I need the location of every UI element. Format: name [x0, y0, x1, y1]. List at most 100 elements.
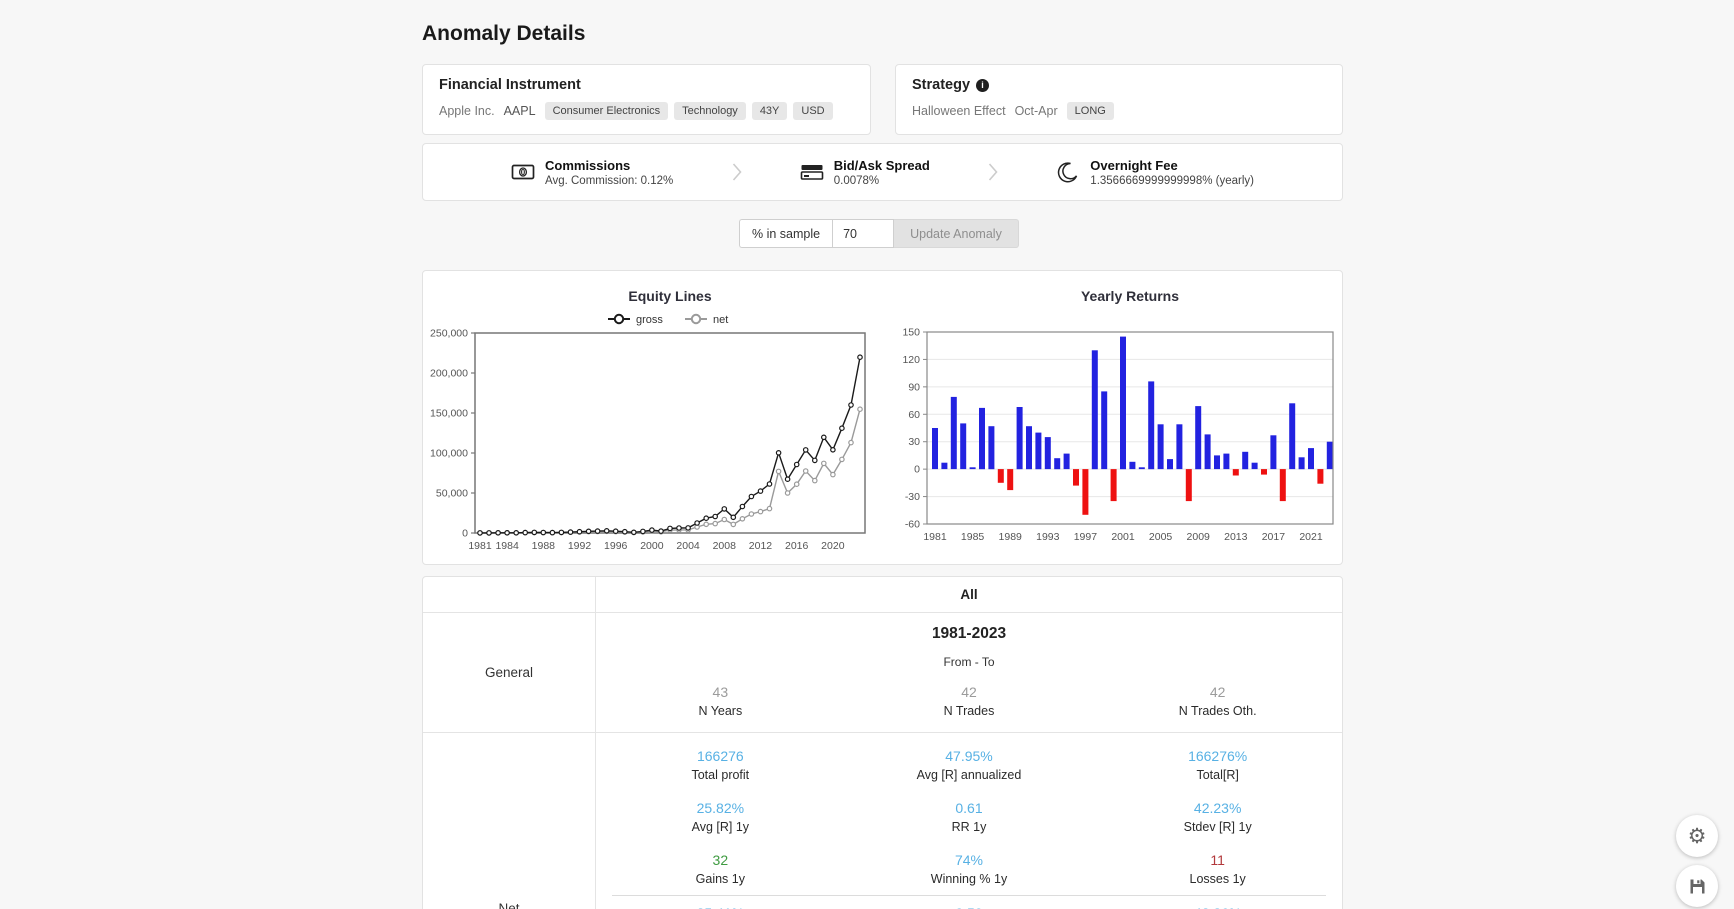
- stat-cell: 42.86%Stdev [R] 1y: [1093, 904, 1342, 909]
- svg-text:150,000: 150,000: [430, 408, 468, 420]
- info-icon[interactable]: i: [976, 78, 990, 92]
- period-range-label: From - To: [943, 655, 995, 669]
- svg-text:200,000: 200,000: [430, 368, 468, 380]
- cost-subtitle: Avg. Commission: 0.12%: [545, 174, 674, 187]
- svg-text:2013: 2013: [1224, 531, 1248, 543]
- svg-text:2017: 2017: [1262, 531, 1286, 543]
- series-net: [477, 406, 863, 536]
- save-icon: [1690, 879, 1704, 893]
- instrument-tag: Consumer Electronics: [544, 102, 669, 120]
- svg-text:-30: -30: [905, 491, 920, 503]
- svg-text:2021: 2021: [1299, 531, 1323, 543]
- stat-cell: 11 Losses 1y: [1189, 852, 1246, 886]
- x-axis: 1981 1985 1989 1993 1997 2001 2005 2009 2013 2017…: [923, 531, 1323, 543]
- strategy-direction-tag: LONG: [1066, 102, 1114, 120]
- cost-item-bid-ask-spread[interactable]: Bid/Ask Spread 0.0078%: [800, 158, 930, 187]
- svg-text:1996: 1996: [604, 540, 628, 552]
- charts-card: Equity Lines gross net 0 50,000 100,000 150,00…: [422, 270, 1343, 565]
- net-section-label: Net: [423, 733, 596, 909]
- chart-title: Equity Lines: [628, 288, 711, 304]
- svg-text:60: 60: [908, 409, 920, 421]
- instrument-tag: USD: [793, 102, 833, 120]
- financial-instrument-card: Financial Instrument Apple Inc. AAPL Con…: [422, 64, 871, 135]
- instrument-tags: Consumer Electronics Technology 43Y USD: [544, 102, 833, 120]
- stat-cell: 32 Gains 1y: [695, 852, 745, 886]
- strategy-card: Strategy i Halloween Effect Oct-Apr LONG: [895, 64, 1343, 135]
- bars-group: [932, 336, 1333, 515]
- yearly-returns-chart: Yearly Returns 150 120 90 60 30 0 -30 -60 1981 198…: [873, 279, 1343, 574]
- settings-fab[interactable]: ⚙: [1676, 815, 1718, 857]
- svg-text:-60: -60: [905, 519, 920, 531]
- svg-text:2000: 2000: [640, 540, 664, 552]
- svg-text:1981: 1981: [468, 540, 492, 552]
- svg-text:2001: 2001: [1111, 531, 1135, 543]
- general-section-label: General: [423, 613, 596, 732]
- cost-title: Overnight Fee: [1090, 157, 1178, 173]
- stats-col-all: All: [960, 587, 978, 602]
- sample-input[interactable]: [832, 219, 895, 248]
- costs-card: 0 Commissions Avg. Commission: 0.12% Bid/As…: [422, 143, 1343, 201]
- stat-cell: 166276 Total profit: [691, 748, 750, 782]
- svg-text:2012: 2012: [749, 540, 773, 552]
- gridlines: [927, 331, 1333, 525]
- stats-row: 25.82% Avg [R] 1y 0.61 RR 1y 42.23% Stdev [R]…: [596, 791, 1342, 843]
- sample-label: % in sample: [739, 219, 833, 248]
- equity-lines-chart: Equity Lines gross net 0 50,000 100,000 150,00…: [423, 279, 883, 574]
- stat-cell: 74% Winning % 1y: [930, 852, 1008, 886]
- period-range: 1981-2023: [931, 625, 1007, 642]
- svg-text:30: 30: [908, 436, 920, 448]
- plot-border: [474, 332, 866, 534]
- strategy-title: Strategy: [912, 77, 971, 93]
- stats-section-net: Net 166276 Total profit 47.95% Avg [R] annu…: [423, 733, 1342, 909]
- svg-text:50,000: 50,000: [436, 488, 468, 500]
- y-axis: 150 120 90 60 30 0 -30 -60: [902, 327, 927, 531]
- svg-text:2009: 2009: [1187, 531, 1211, 543]
- svg-text:150: 150: [902, 327, 920, 339]
- stat-cell: 43 N Years: [698, 684, 743, 718]
- stats-table-header: All: [423, 577, 1342, 613]
- svg-text:0: 0: [521, 168, 526, 177]
- stats-row: 32 Gains 1y 74% Winning % 1y 11 Losses 1y: [596, 843, 1342, 895]
- cost-item-commissions[interactable]: 0 Commissions Avg. Commission: 0.12%: [511, 158, 673, 187]
- svg-text:gross: gross: [636, 314, 663, 326]
- page-title: Anomaly Details: [422, 22, 586, 45]
- svg-text:1981: 1981: [923, 531, 947, 543]
- stats-row: 166276 Total profit 47.95% Avg [R] annualiz…: [596, 739, 1342, 791]
- svg-text:1992: 1992: [568, 540, 592, 552]
- cost-item-overnight-fee[interactable]: Overnight Fee 1.3566669999999998% (yearly…: [1056, 158, 1254, 187]
- svg-text:1988: 1988: [532, 540, 556, 552]
- strategy-period: Oct-Apr: [1014, 104, 1058, 118]
- update-anomaly-button[interactable]: Update Anomaly: [894, 219, 1019, 248]
- svg-text:100,000: 100,000: [430, 448, 468, 460]
- svg-text:2020: 2020: [821, 540, 845, 552]
- svg-text:250,000: 250,000: [430, 328, 468, 340]
- svg-text:2005: 2005: [1149, 531, 1173, 543]
- cost-title: Commissions: [545, 157, 631, 173]
- svg-text:1989: 1989: [999, 531, 1023, 543]
- svg-text:2016: 2016: [785, 540, 809, 552]
- series-gross: [477, 354, 863, 536]
- svg-text:0: 0: [914, 464, 920, 476]
- moon-icon: [1056, 161, 1080, 183]
- chevron-right-icon: [732, 162, 742, 182]
- save-fab[interactable]: [1676, 865, 1718, 907]
- stat-cell: 42.23% Stdev [R] 1y: [1183, 800, 1252, 834]
- strategy-name: Halloween Effect: [912, 104, 1006, 118]
- equity-chart-svg: Equity Lines gross net 0 50,000 100,000 150,00…: [430, 288, 866, 552]
- row-divider: [612, 895, 1326, 896]
- stat-cell: 166276% Total[R]: [1188, 748, 1248, 782]
- svg-text:2004: 2004: [676, 540, 700, 552]
- floating-actions: ⚙: [1676, 815, 1718, 907]
- legend: gross net: [608, 313, 728, 326]
- stats-table: All General 1981-2023 From - To 43 N Year…: [422, 576, 1343, 909]
- svg-text:90: 90: [908, 381, 920, 393]
- svg-text:0: 0: [462, 528, 468, 540]
- svg-text:1984: 1984: [495, 540, 519, 552]
- cost-subtitle: 0.0078%: [833, 174, 880, 187]
- instrument-tag: 43Y: [751, 102, 788, 120]
- stat-cell: 25.82% Avg [R] 1y: [691, 800, 750, 834]
- financial-instrument-title: Financial Instrument: [439, 77, 581, 93]
- y-axis: 0 50,000 100,000 150,000 200,000 250,000: [430, 328, 475, 540]
